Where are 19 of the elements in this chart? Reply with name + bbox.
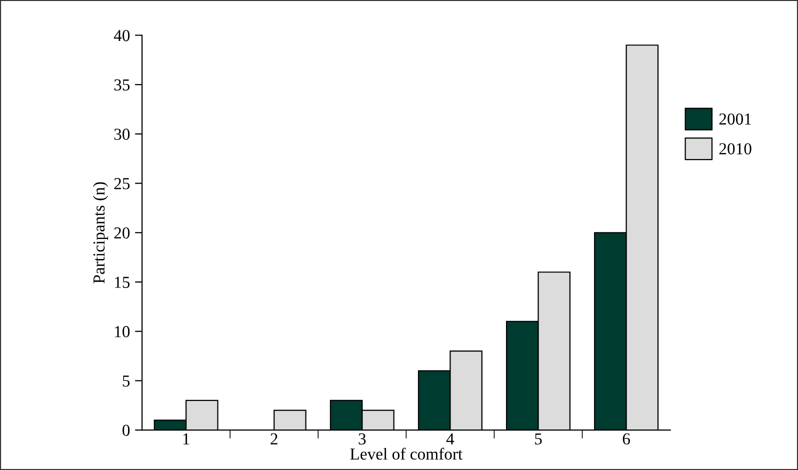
x-tick-label: 2 [270, 433, 278, 444]
y-tick-label: 35 [114, 79, 130, 91]
y-tick-label: 40 [114, 30, 130, 42]
y-tick-label: 10 [115, 326, 130, 338]
y-tick-label: 30 [114, 128, 130, 140]
x-tick-label: 5 [535, 433, 542, 445]
legend-label: 2001 [719, 113, 751, 125]
x-tick-label: 4 [446, 433, 454, 444]
legend-label: 2010 [719, 143, 752, 154]
y-tick-label: 0 [122, 424, 130, 436]
y-tick-label: 5 [122, 376, 130, 387]
y-tick-label: 25 [114, 178, 130, 190]
x-tick-label: 3 [358, 433, 366, 445]
x-axis-title: Level of comfort [350, 448, 463, 460]
y-tick-label: 15 [115, 276, 130, 288]
x-tick-label: 6 [622, 433, 630, 445]
x-tick-label: 1 [183, 433, 190, 444]
y-tick-label: 20 [114, 227, 130, 239]
y-axis-title: Participants (n) [92, 182, 108, 284]
